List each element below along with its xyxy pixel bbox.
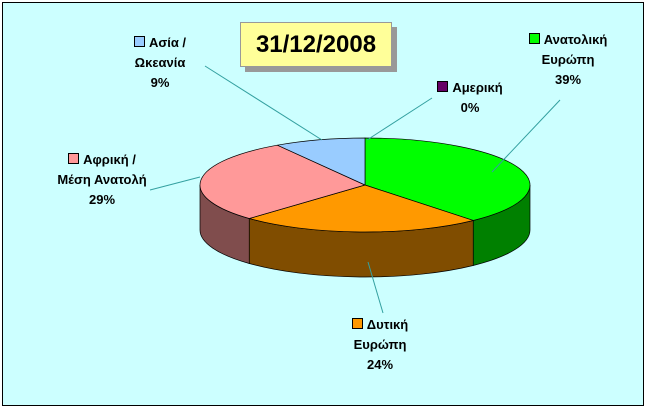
category-label: Αμερική xyxy=(452,80,503,95)
leader-line xyxy=(491,99,561,173)
data-label: Ασία / Ωκεανία 9% xyxy=(110,33,210,93)
label-name: Αμερική xyxy=(425,78,515,98)
legend-swatch xyxy=(437,81,449,92)
slice xyxy=(247,184,475,233)
label-name: Ανατολική Ευρώπη xyxy=(512,30,624,70)
slice xyxy=(276,137,366,186)
value-label: 24% xyxy=(366,357,394,372)
slice xyxy=(364,137,531,221)
category-label: Ασία / Ωκεανία xyxy=(134,35,187,70)
label-name: Αφρική / Μέση Ανατολή xyxy=(57,150,147,190)
leader-line xyxy=(367,261,384,314)
data-label: Ανατολική Ευρώπη 39% xyxy=(512,30,624,90)
label-name: Ασία / Ωκεανία xyxy=(110,33,210,73)
value-label: 39% xyxy=(554,72,582,87)
category-label: Δυτική Ευρώπη xyxy=(353,317,409,352)
leader-line xyxy=(204,65,323,141)
value-label: 0% xyxy=(460,100,480,115)
leader-line xyxy=(366,97,433,141)
category-label: Αφρική / Μέση Ανατολή xyxy=(57,152,147,187)
slice xyxy=(199,144,367,219)
legend-swatch xyxy=(351,318,363,329)
value-label: 29% xyxy=(88,192,116,207)
label-name: Δυτική Ευρώπη xyxy=(330,315,430,355)
chart-title: 31/12/2008 xyxy=(240,22,392,67)
category-label: Ανατολική Ευρώπη xyxy=(541,32,608,67)
data-label: Δυτική Ευρώπη 24% xyxy=(330,315,430,375)
data-label: Αμερική 0% xyxy=(425,78,515,118)
leader-line xyxy=(149,176,201,191)
legend-swatch xyxy=(528,33,540,44)
value-label: 9% xyxy=(150,75,170,90)
legend-swatch xyxy=(68,153,80,164)
legend-swatch xyxy=(133,36,145,47)
data-label: Αφρική / Μέση Ανατολή 29% xyxy=(57,150,147,210)
